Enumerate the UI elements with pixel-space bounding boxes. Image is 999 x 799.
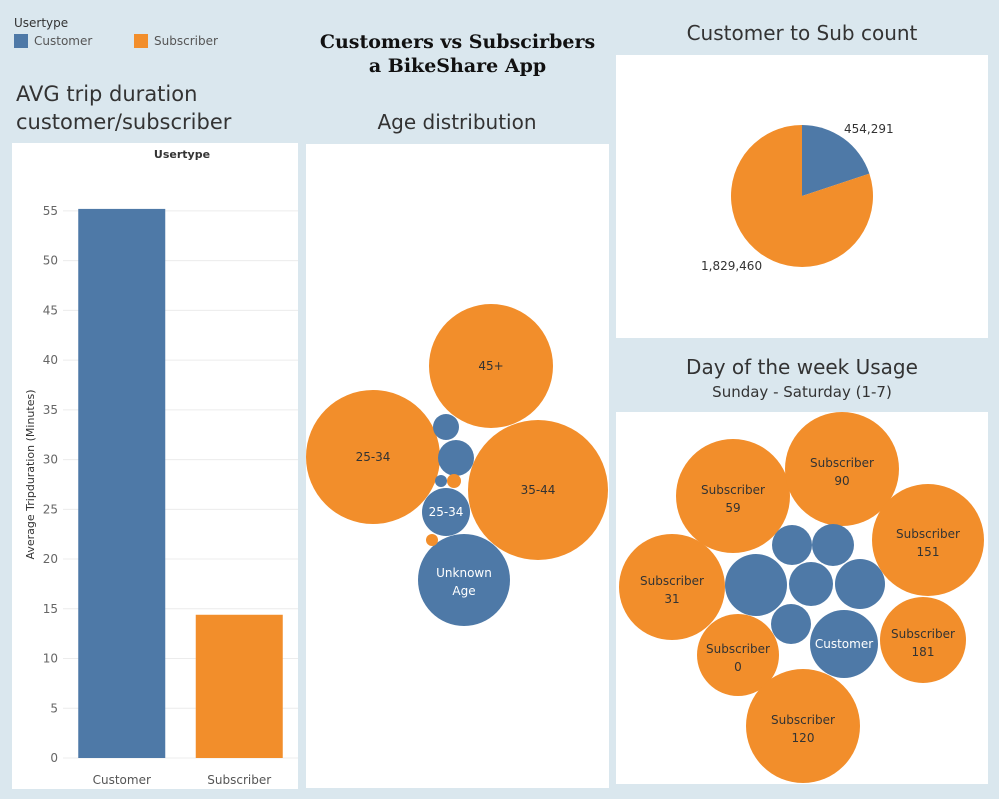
legend-item-subscriber[interactable]: Subscriber (134, 34, 218, 48)
bar-header: Usertype (154, 148, 210, 161)
y-tick-label: 30 (43, 453, 58, 467)
legend-title: Usertype (14, 16, 69, 30)
age-distribution-panel: 45+ 25-34 35-44 25-34 Unknown Age (306, 144, 609, 788)
week-bubble-value: 31 (664, 592, 679, 606)
age-bubble (433, 414, 459, 440)
avg-panel-title: AVG trip duration customer/subscriber (16, 80, 231, 136)
y-tick-label: 20 (43, 552, 58, 566)
dashboard-title: Customers vs Subscirbers a BikeShare App (300, 30, 615, 78)
age-bubble (435, 475, 447, 487)
week-bubble-label: Subscriber (810, 456, 874, 470)
age-panel-title: Age distribution (377, 110, 537, 134)
week-bubble (725, 554, 787, 616)
pie-slice-customer (802, 125, 870, 196)
legend-label-subscriber: Subscriber (154, 34, 218, 48)
week-bubble-label: Subscriber (896, 527, 960, 541)
week-bubble (785, 412, 899, 526)
week-panel: Subscriber 59 Subscriber 90 Subscriber 151 Sub… (616, 412, 988, 784)
age-bubble (429, 304, 553, 428)
week-bubble (880, 597, 966, 683)
y-tick-label: 5 (50, 701, 58, 715)
legend-label-customer: Customer (34, 34, 93, 48)
week-bubble-value: 59 (725, 501, 740, 515)
dashboard-title-line2: a BikeShare App (368, 55, 547, 77)
pie-slice-subscriber (731, 125, 873, 267)
age-bubble (447, 474, 461, 488)
age-bubble-chart: 45+ 25-34 35-44 25-34 Unknown Age (306, 304, 608, 626)
age-bubble (422, 488, 470, 536)
age-bubble-label: Age (452, 584, 475, 598)
week-bubble (772, 525, 812, 565)
bar-subscriber (195, 614, 283, 758)
y-tick-label: 45 (43, 303, 58, 317)
pie-label-subscriber: 1,829,460 (701, 259, 762, 273)
y-tick-label: 40 (43, 353, 58, 367)
y-tick-label: 10 (43, 652, 58, 666)
age-bubble-label: 35-44 (521, 483, 556, 497)
legend-item-customer[interactable]: Customer (14, 34, 92, 48)
pie-label-customer: 454,291 (844, 122, 894, 136)
count-pie-chart: 454,291 1,829,460 (701, 122, 894, 273)
week-bubble-label: Customer (815, 637, 873, 651)
y-tick-label: 35 (43, 403, 58, 417)
y-axis-label: Average Tripduration (Minutes) (24, 389, 37, 559)
week-bubble-value: 90 (834, 474, 849, 488)
y-tick-label: 0 (50, 751, 58, 765)
age-bubble-label: 25-34 (356, 450, 391, 464)
age-bubble-label: 25-34 (429, 505, 464, 519)
age-bubble (306, 390, 440, 524)
week-bubble-value: 120 (792, 731, 815, 745)
avg-duration-bar-chart: Usertype 0 5 10 15 20 25 30 35 40 45 50 55 Average Tr… (24, 148, 298, 787)
y-tick-label: 50 (43, 254, 58, 268)
week-bubble (835, 559, 885, 609)
week-bubble (676, 439, 790, 553)
avg-title-line2: customer/subscriber (16, 110, 232, 134)
legend-swatch-customer (14, 34, 28, 48)
week-bubble (812, 524, 854, 566)
week-bubble-label: Subscriber (701, 483, 765, 497)
count-panel-title: Customer to Sub count (686, 21, 918, 45)
week-bubble-value: 0 (734, 660, 742, 674)
week-bubble-value: 151 (917, 545, 940, 559)
week-bubble (771, 604, 811, 644)
x-tick-label: Subscriber (207, 773, 271, 787)
week-bubble (872, 484, 984, 596)
week-panel-subtitle: Sunday - Saturday (1-7) (712, 383, 892, 401)
bar-customer (78, 208, 166, 758)
week-bubble-label: Subscriber (640, 574, 704, 588)
age-bubble (418, 534, 510, 626)
week-bubble (619, 534, 725, 640)
x-tick-label: Customer (93, 773, 151, 787)
age-bubble-label: 45+ (478, 359, 503, 373)
age-bubble (468, 420, 608, 560)
week-bubble (789, 562, 833, 606)
week-panel-title: Day of the week Usage (686, 355, 918, 379)
y-tick-label: 55 (43, 204, 58, 218)
y-tick-label: 15 (43, 602, 58, 616)
count-panel: 454,291 1,829,460 (616, 55, 988, 338)
age-bubble-label: Unknown (436, 566, 492, 580)
week-bubble-label: Subscriber (706, 642, 770, 656)
age-bubble (438, 440, 474, 476)
week-bubble-label: Subscriber (891, 627, 955, 641)
week-bubble-label: Subscriber (771, 713, 835, 727)
avg-title-line1: AVG trip duration (16, 82, 198, 106)
week-bubble (697, 614, 779, 696)
legend-swatch-subscriber (134, 34, 148, 48)
week-bubble (746, 669, 860, 783)
age-bubble (426, 534, 438, 546)
week-bubble-chart: Subscriber 59 Subscriber 90 Subscriber 151 Sub… (619, 412, 984, 783)
week-bubble-value: 181 (912, 645, 935, 659)
dashboard-title-line1: Customers vs Subscirbers (319, 31, 596, 53)
avg-duration-panel: Usertype 0 5 10 15 20 25 30 35 40 45 50 55 Average Tr… (12, 143, 298, 789)
y-tick-label: 25 (43, 502, 58, 516)
week-bubble (810, 610, 878, 678)
